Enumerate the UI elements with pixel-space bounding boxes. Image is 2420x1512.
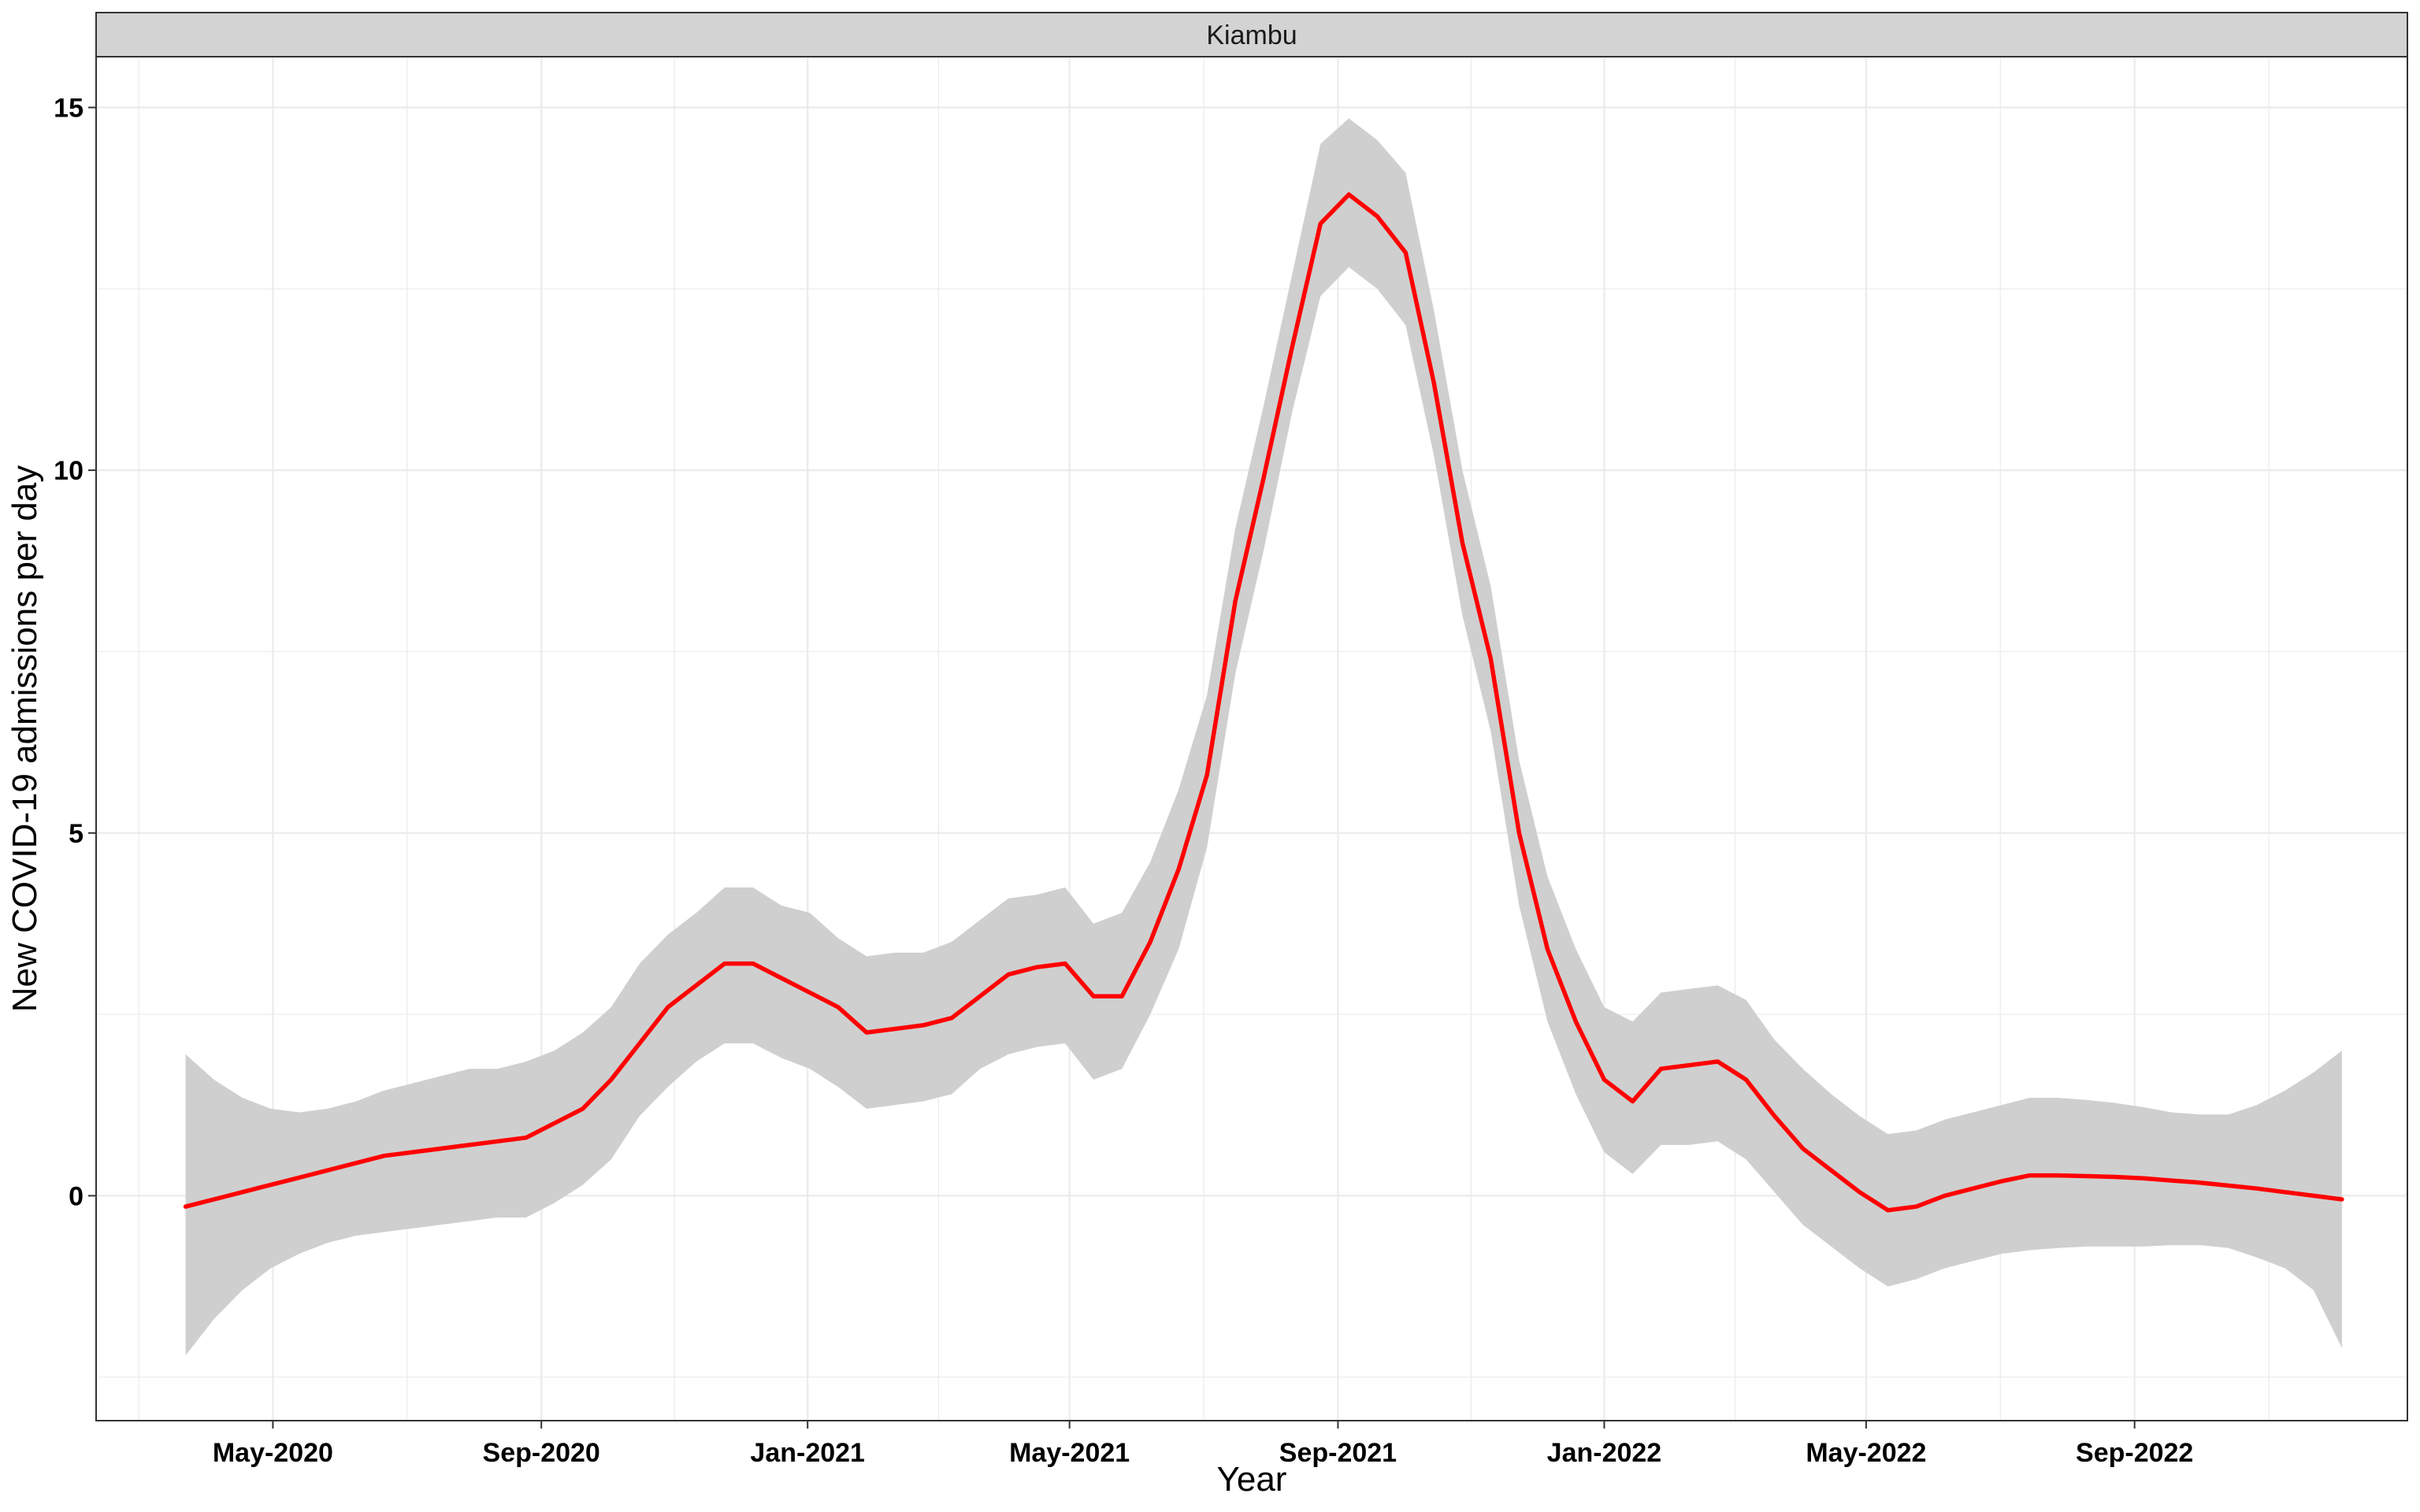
x-axis-title: Year [1217, 1460, 1287, 1499]
panel-border [95, 56, 2408, 1421]
plot-panel [95, 56, 2408, 1421]
x-tick-label: Jan-2021 [750, 1438, 865, 1468]
x-axis: May-2020 Sep-2020 Jan-2021 May-2021 Sep-2021… [213, 1421, 2193, 1468]
y-axis: 0 5 10 15 [54, 93, 96, 1211]
y-tick-label: 10 [54, 456, 84, 486]
admissions-line [183, 192, 2344, 1213]
x-tick-label: May-2021 [1009, 1438, 1130, 1468]
y-tick-label: 15 [54, 93, 84, 123]
x-tick-label: Sep-2020 [483, 1438, 600, 1468]
x-tick-label: Sep-2021 [1279, 1438, 1397, 1468]
x-tick-label: Sep-2022 [2076, 1438, 2193, 1468]
facet-label: Kiambu [1206, 20, 1297, 50]
grid-minor [96, 57, 2407, 1421]
y-axis-title: New COVID-19 admissions per day [6, 465, 44, 1012]
y-tick-label: 0 [69, 1181, 84, 1211]
facet-strip-background [95, 12, 2408, 57]
x-tick-label: May-2020 [213, 1438, 333, 1468]
x-tick-label: May-2022 [1806, 1438, 1926, 1468]
y-tick-label: 5 [69, 819, 84, 849]
confidence-ribbon [185, 118, 2342, 1356]
facet-strip: Kiambu [95, 12, 2408, 57]
x-tick-label: Jan-2022 [1547, 1438, 1662, 1468]
